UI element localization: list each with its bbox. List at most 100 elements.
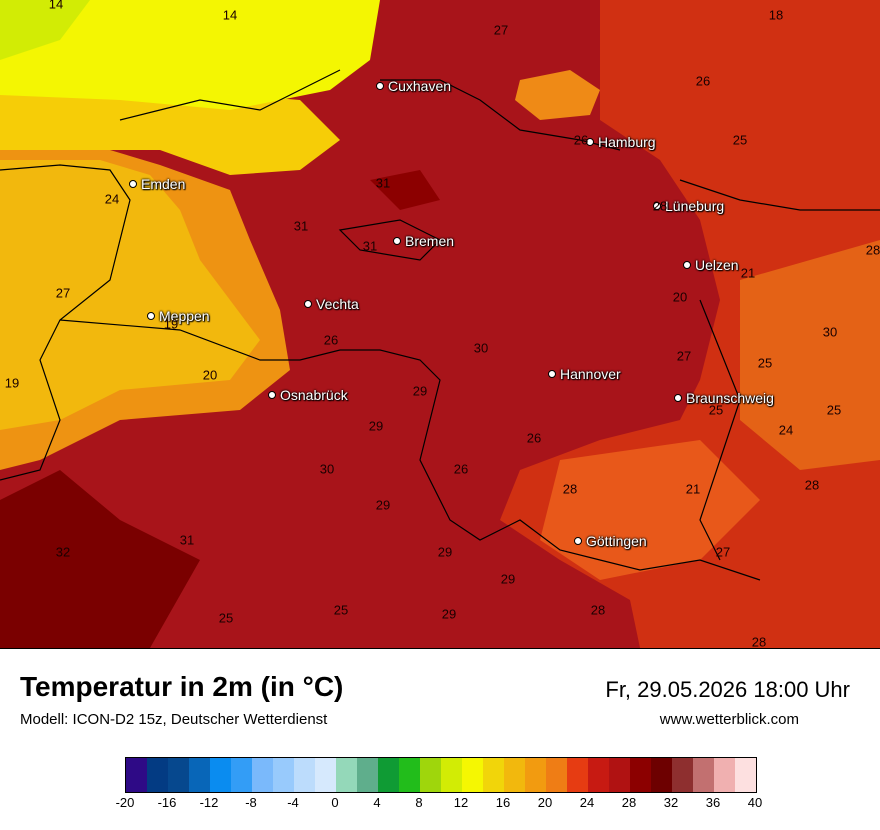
scale-swatch bbox=[609, 758, 630, 792]
temperature-value: 25 bbox=[757, 355, 773, 371]
temperature-value: 28 bbox=[751, 634, 767, 650]
warm-region-orange bbox=[740, 240, 880, 470]
scale-swatch bbox=[420, 758, 441, 792]
scale-tick-label: 36 bbox=[705, 795, 721, 810]
scale-swatch bbox=[315, 758, 336, 792]
temperature-value: 25 bbox=[333, 602, 349, 618]
scale-tick-label: -8 bbox=[245, 795, 257, 810]
scale-swatch bbox=[441, 758, 462, 792]
scale-swatch bbox=[651, 758, 672, 792]
city-label: Göttingen bbox=[586, 533, 647, 549]
scale-swatch bbox=[483, 758, 504, 792]
temperature-value: 27 bbox=[493, 22, 509, 38]
scale-tick-label: 24 bbox=[579, 795, 595, 810]
city-label: Hannover bbox=[560, 366, 621, 382]
city-label: Vechta bbox=[316, 296, 359, 312]
temperature-value: 26 bbox=[695, 73, 711, 89]
city-dot-icon bbox=[586, 138, 594, 146]
temperature-value: 28 bbox=[590, 602, 606, 618]
temperature-value: 26 bbox=[573, 132, 589, 148]
city-label: Cuxhaven bbox=[388, 78, 452, 94]
sea-region-yellow bbox=[0, 0, 380, 110]
temperature-value: 26 bbox=[526, 430, 542, 446]
city-label: Emden bbox=[141, 176, 186, 192]
scale-tick-label: -4 bbox=[287, 795, 299, 810]
temperature-value: 28 bbox=[562, 481, 578, 497]
city-label: Uelzen bbox=[695, 257, 739, 273]
city-marker: Hannover bbox=[548, 366, 621, 382]
temperature-value: 26 bbox=[323, 332, 339, 348]
map-title: Temperatur in 2m (in °C) bbox=[20, 671, 344, 702]
scale-swatch bbox=[462, 758, 483, 792]
map-svg bbox=[0, 0, 880, 648]
city-marker: Braunschweig bbox=[674, 390, 774, 406]
website-link[interactable]: www.wetterblick.com bbox=[659, 711, 799, 728]
scale-swatch bbox=[630, 758, 651, 792]
city-marker: Meppen bbox=[147, 308, 210, 324]
city-dot-icon bbox=[574, 537, 582, 545]
city-label: Bremen bbox=[405, 233, 455, 249]
temperature-value: 29 bbox=[500, 571, 516, 587]
temperature-value: 30 bbox=[319, 461, 335, 477]
city-marker: Lüneburg bbox=[653, 198, 724, 214]
scale-swatch bbox=[588, 758, 609, 792]
scale-swatch bbox=[378, 758, 399, 792]
scale-swatch bbox=[231, 758, 252, 792]
scale-tick-label: 4 bbox=[373, 795, 381, 810]
scale-swatch bbox=[735, 758, 756, 792]
scale-swatch bbox=[210, 758, 231, 792]
temperature-value: 29 bbox=[412, 383, 428, 399]
temperature-value: 21 bbox=[740, 265, 756, 281]
temperature-value: 25 bbox=[826, 402, 842, 418]
forecast-datetime: Fr, 29.05.2026 18:00 Uhr bbox=[605, 677, 850, 702]
scale-swatch bbox=[525, 758, 546, 792]
city-dot-icon bbox=[304, 300, 312, 308]
temperature-value: 32 bbox=[55, 544, 71, 560]
temperature-value: 20 bbox=[672, 289, 688, 305]
temperature-value: 29 bbox=[437, 544, 453, 560]
temperature-value: 25 bbox=[732, 132, 748, 148]
warm-region-south bbox=[540, 440, 760, 580]
scale-tick-label: 40 bbox=[747, 795, 763, 810]
temperature-value: 24 bbox=[778, 422, 794, 438]
city-dot-icon bbox=[674, 394, 682, 402]
scale-tick-label: 20 bbox=[537, 795, 553, 810]
temperature-value: 31 bbox=[179, 532, 195, 548]
sea-region-green bbox=[0, 0, 90, 60]
scale-swatch bbox=[504, 758, 525, 792]
temperature-value: 24 bbox=[104, 191, 120, 207]
city-marker: Cuxhaven bbox=[376, 78, 451, 94]
temperature-value: 14 bbox=[48, 0, 64, 12]
temperature-value: 28 bbox=[804, 477, 820, 493]
temperature-value: 29 bbox=[441, 606, 457, 622]
city-label: Hamburg bbox=[598, 134, 656, 150]
temperature-map bbox=[0, 0, 880, 649]
model-info: Modell: ICON-D2 15z, Deutscher Wetterdie… bbox=[20, 711, 328, 728]
scale-swatch bbox=[672, 758, 693, 792]
cooler-region-west bbox=[0, 160, 260, 430]
scale-tick-label: 28 bbox=[621, 795, 637, 810]
scale-swatch bbox=[126, 758, 147, 792]
temperature-value: 29 bbox=[375, 497, 391, 513]
city-dot-icon bbox=[147, 312, 155, 320]
scale-swatch bbox=[567, 758, 588, 792]
temperature-value: 31 bbox=[375, 175, 391, 191]
scale-swatch bbox=[147, 758, 168, 792]
city-label: Lüneburg bbox=[665, 198, 725, 214]
city-marker: Osnabrück bbox=[268, 387, 348, 403]
scale-tick-label: 32 bbox=[663, 795, 679, 810]
temperature-value: 28 bbox=[652, 198, 668, 214]
hot-region-bremen bbox=[370, 170, 440, 210]
temperature-value: 30 bbox=[473, 340, 489, 356]
temperature-value: 31 bbox=[362, 238, 378, 254]
scale-tick-label: 8 bbox=[415, 795, 423, 810]
scale-tick-label: -20 bbox=[115, 795, 135, 810]
city-marker: Uelzen bbox=[683, 257, 739, 273]
temperature-value: 18 bbox=[768, 7, 784, 23]
city-marker: Bremen bbox=[393, 233, 454, 249]
temperature-value: 27 bbox=[55, 285, 71, 301]
scale-swatch bbox=[714, 758, 735, 792]
warm-region-hamburg bbox=[515, 70, 600, 120]
temperature-value: 21 bbox=[685, 481, 701, 497]
coastal-region bbox=[0, 90, 340, 175]
